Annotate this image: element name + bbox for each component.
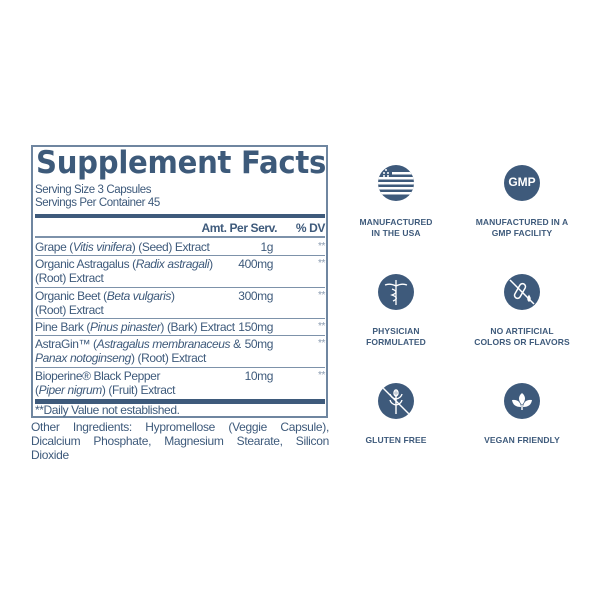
ingredient-amount: 10mg: [244, 369, 274, 383]
ingredient-dv: **: [318, 370, 325, 381]
no-artificial-icon: [504, 274, 540, 310]
ingredient-amount: 300mg: [238, 289, 273, 303]
ingredient-dv: **: [318, 241, 325, 252]
badge-no-artificial: NO ARTIFICIAL COLORS OR FLAVORS: [457, 274, 587, 348]
ingredient-amount: 50mg: [244, 337, 274, 351]
ingredient-dv: **: [318, 321, 325, 332]
dv-header: % DV: [295, 221, 325, 235]
badge-physician: PHYSICIAN FORMULATED: [331, 274, 461, 348]
divider: [35, 236, 325, 238]
gmp-text: GMP: [508, 175, 536, 189]
servings-per-container: Servings Per Container 45: [35, 197, 160, 209]
other-ingredients: Other Ingredients: Hypromellose (Veggie …: [31, 420, 329, 462]
ingredient-name: Organic Astragalus (Radix astragali) (Roo…: [35, 257, 213, 285]
ingredient-dv: **: [318, 338, 325, 349]
footnote: **Daily Value not established.: [35, 403, 180, 417]
badge-label: MANUFACTURED: [359, 217, 433, 227]
ingredient-amount: 400mg: [238, 257, 273, 271]
badge-label: VEGAN FRIENDLY: [484, 435, 560, 445]
ingredient-name: Organic Beet (Beta vulgaris) (Root) Extra…: [35, 289, 175, 317]
ingredient-name: Pine Bark (Pinus pinaster) (Bark) Extrac…: [35, 320, 235, 334]
badge-label: PHYSICIAN: [372, 326, 420, 336]
badge-gluten-free: GLUTEN FREE: [331, 383, 461, 446]
ingredient-amount: 150mg: [238, 320, 273, 334]
divider: [35, 367, 325, 368]
header-divider: [35, 214, 325, 218]
ingredient-dv: **: [318, 258, 325, 269]
caduceus-icon: [378, 274, 414, 310]
divider: [35, 255, 325, 256]
divider: [35, 318, 325, 319]
ingredient-name: Grape (Vitis vinifera) (Seed) Extract: [35, 240, 210, 254]
vegan-leaf-icon: [504, 383, 540, 419]
ingredient-name: Bioperine® Black Pepper (Piper nigrum) (F…: [35, 369, 176, 397]
amount-header: Amt. Per Serv.: [201, 221, 277, 235]
ingredient-name: AstraGin™ (Astragalus membranaceus & Pana…: [35, 337, 241, 365]
badge-vegan: VEGAN FRIENDLY: [457, 383, 587, 446]
divider: [35, 287, 325, 288]
badge-label: GLUTEN FREE: [365, 435, 427, 445]
ingredient-dv: **: [318, 290, 325, 301]
badge-label: COLORS OR FLAVORS: [474, 337, 570, 347]
badge-label: FORMULATED: [366, 337, 426, 347]
badge-gmp: GMP MANUFACTURED IN A GMP FACILITY: [457, 165, 587, 239]
gmp-icon: GMP: [504, 165, 540, 201]
supplement-facts-panel: [31, 145, 328, 418]
footer-divider: [35, 399, 325, 404]
ingredient-amount: 1g: [260, 240, 273, 254]
badge-label: NO ARTIFICIAL: [490, 326, 554, 336]
badge-label: GMP FACILITY: [491, 228, 553, 238]
usa-flag-icon: [378, 165, 414, 201]
badge-label: MANUFACTURED IN A: [475, 217, 569, 227]
serving-size: Serving Size 3 Capsules: [35, 184, 152, 196]
divider: [35, 335, 325, 336]
badge-label: IN THE USA: [371, 228, 421, 238]
gluten-free-icon: [378, 383, 414, 419]
panel-title: Supplement Facts: [36, 145, 327, 181]
badge-made-in-usa: MANUFACTURED IN THE USA: [331, 165, 461, 239]
